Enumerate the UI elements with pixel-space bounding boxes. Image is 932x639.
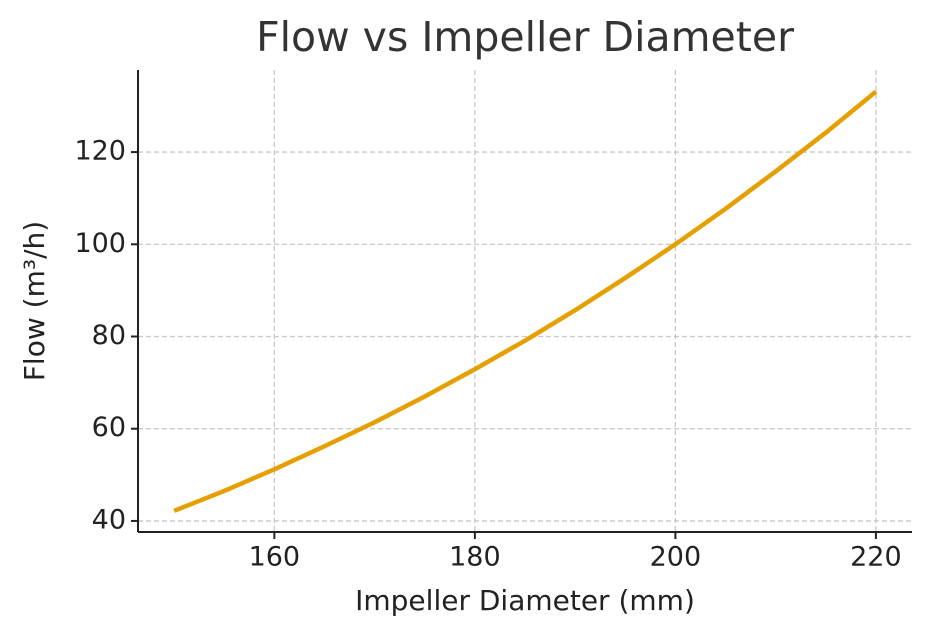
y-tick-label: 40 — [92, 504, 126, 535]
x-tick-label: 220 — [850, 542, 902, 573]
x-axis-label: Impeller Diameter (mm) — [355, 584, 695, 617]
y-tick-label: 120 — [74, 136, 126, 167]
chart-title: Flow vs Impeller Diameter — [256, 13, 794, 61]
y-tick-label: 80 — [92, 320, 126, 351]
x-tick-label: 160 — [249, 542, 301, 573]
x-tick-label: 200 — [650, 542, 702, 573]
data-line — [173, 89, 878, 513]
y-axis-label: Flow (m³/h) — [18, 221, 51, 381]
x-tick-label: 180 — [449, 542, 501, 573]
y-tick-label: 60 — [92, 412, 126, 443]
y-tick-label: 100 — [74, 228, 126, 259]
